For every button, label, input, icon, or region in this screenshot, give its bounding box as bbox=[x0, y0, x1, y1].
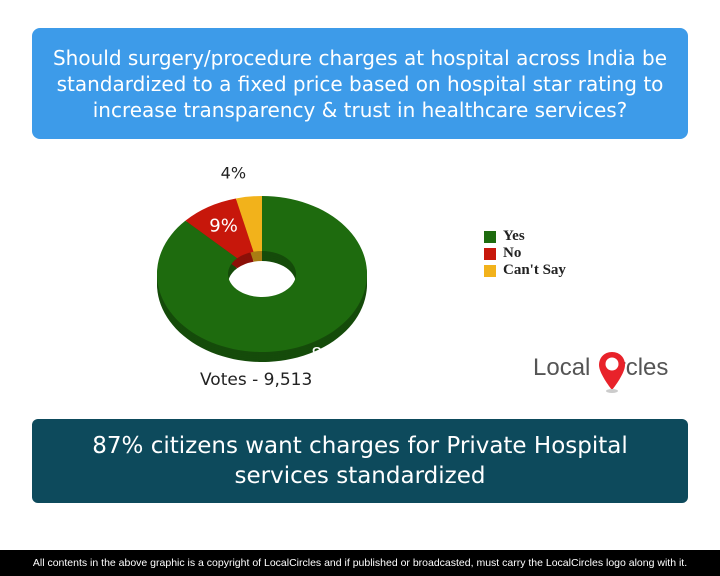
slice-can-t-say bbox=[235, 196, 262, 252]
legend-swatch bbox=[484, 230, 496, 243]
legend-item-no: No bbox=[484, 245, 566, 262]
question-banner: Should surgery/procedure charges at hosp… bbox=[32, 28, 688, 139]
slice-label-no: 9% bbox=[209, 215, 238, 236]
legend-item-yes: Yes bbox=[484, 228, 566, 245]
map-pin-icon bbox=[599, 352, 625, 393]
legend-swatch bbox=[484, 247, 496, 260]
legend-label: Yes bbox=[503, 228, 525, 244]
donut-slices bbox=[157, 196, 367, 352]
conclusion-banner: 87% citizens want charges for Private Ho… bbox=[32, 419, 688, 503]
donut-chart: 87% 9% 4% bbox=[157, 164, 367, 365]
chart-legend: Yes No Can't Say bbox=[484, 228, 566, 279]
question-text: Should surgery/procedure charges at hosp… bbox=[52, 45, 668, 122]
slice-yes bbox=[157, 196, 367, 352]
votes-count: Votes - 9,513 bbox=[200, 370, 313, 390]
conclusion-text: 87% citizens want charges for Private Ho… bbox=[92, 433, 628, 489]
slice-label-can-t-say: 4% bbox=[221, 164, 246, 183]
legend-label: Can't Say bbox=[503, 262, 566, 278]
slice-labels: 87% 9% 4% bbox=[209, 164, 351, 365]
legend-item-can-t-say: Can't Say bbox=[484, 262, 566, 279]
slice-label-yes: 87% bbox=[311, 344, 351, 365]
slice-no bbox=[185, 198, 254, 259]
legend-swatch bbox=[484, 264, 496, 277]
legend-label: No bbox=[503, 245, 522, 261]
copyright-footer: All contents in the above graphic is a c… bbox=[0, 550, 720, 576]
